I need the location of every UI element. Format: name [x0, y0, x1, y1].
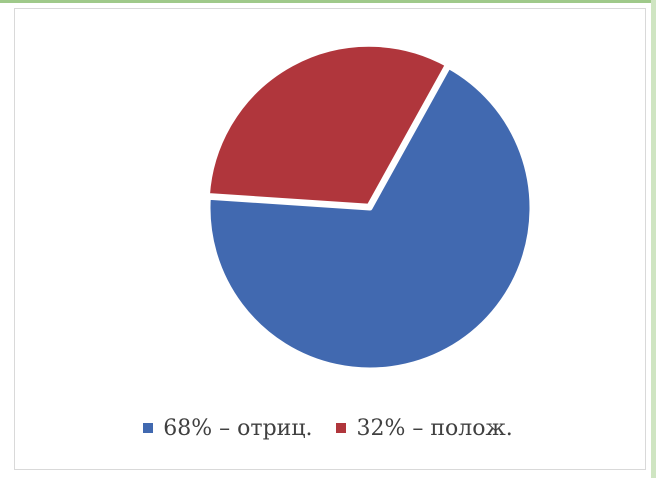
legend-label-negative: 68% – отриц.: [163, 415, 313, 441]
frame-accent-right: [651, 0, 656, 478]
legend-item-positive: 32% – полож.: [336, 415, 513, 441]
pie-slices: [204, 41, 535, 373]
legend-swatch-negative: [143, 423, 154, 433]
frame-accent-top: [0, 0, 656, 3]
legend-label-positive: 32% – полож.: [356, 415, 513, 441]
legend-swatch-positive: [336, 423, 347, 433]
legend: 68% – отриц. 32% – полож.: [0, 410, 656, 446]
pie-slice-negative: [205, 63, 535, 373]
legend-item-negative: 68% – отриц.: [143, 416, 312, 441]
pie-slice-positive: [204, 41, 451, 209]
